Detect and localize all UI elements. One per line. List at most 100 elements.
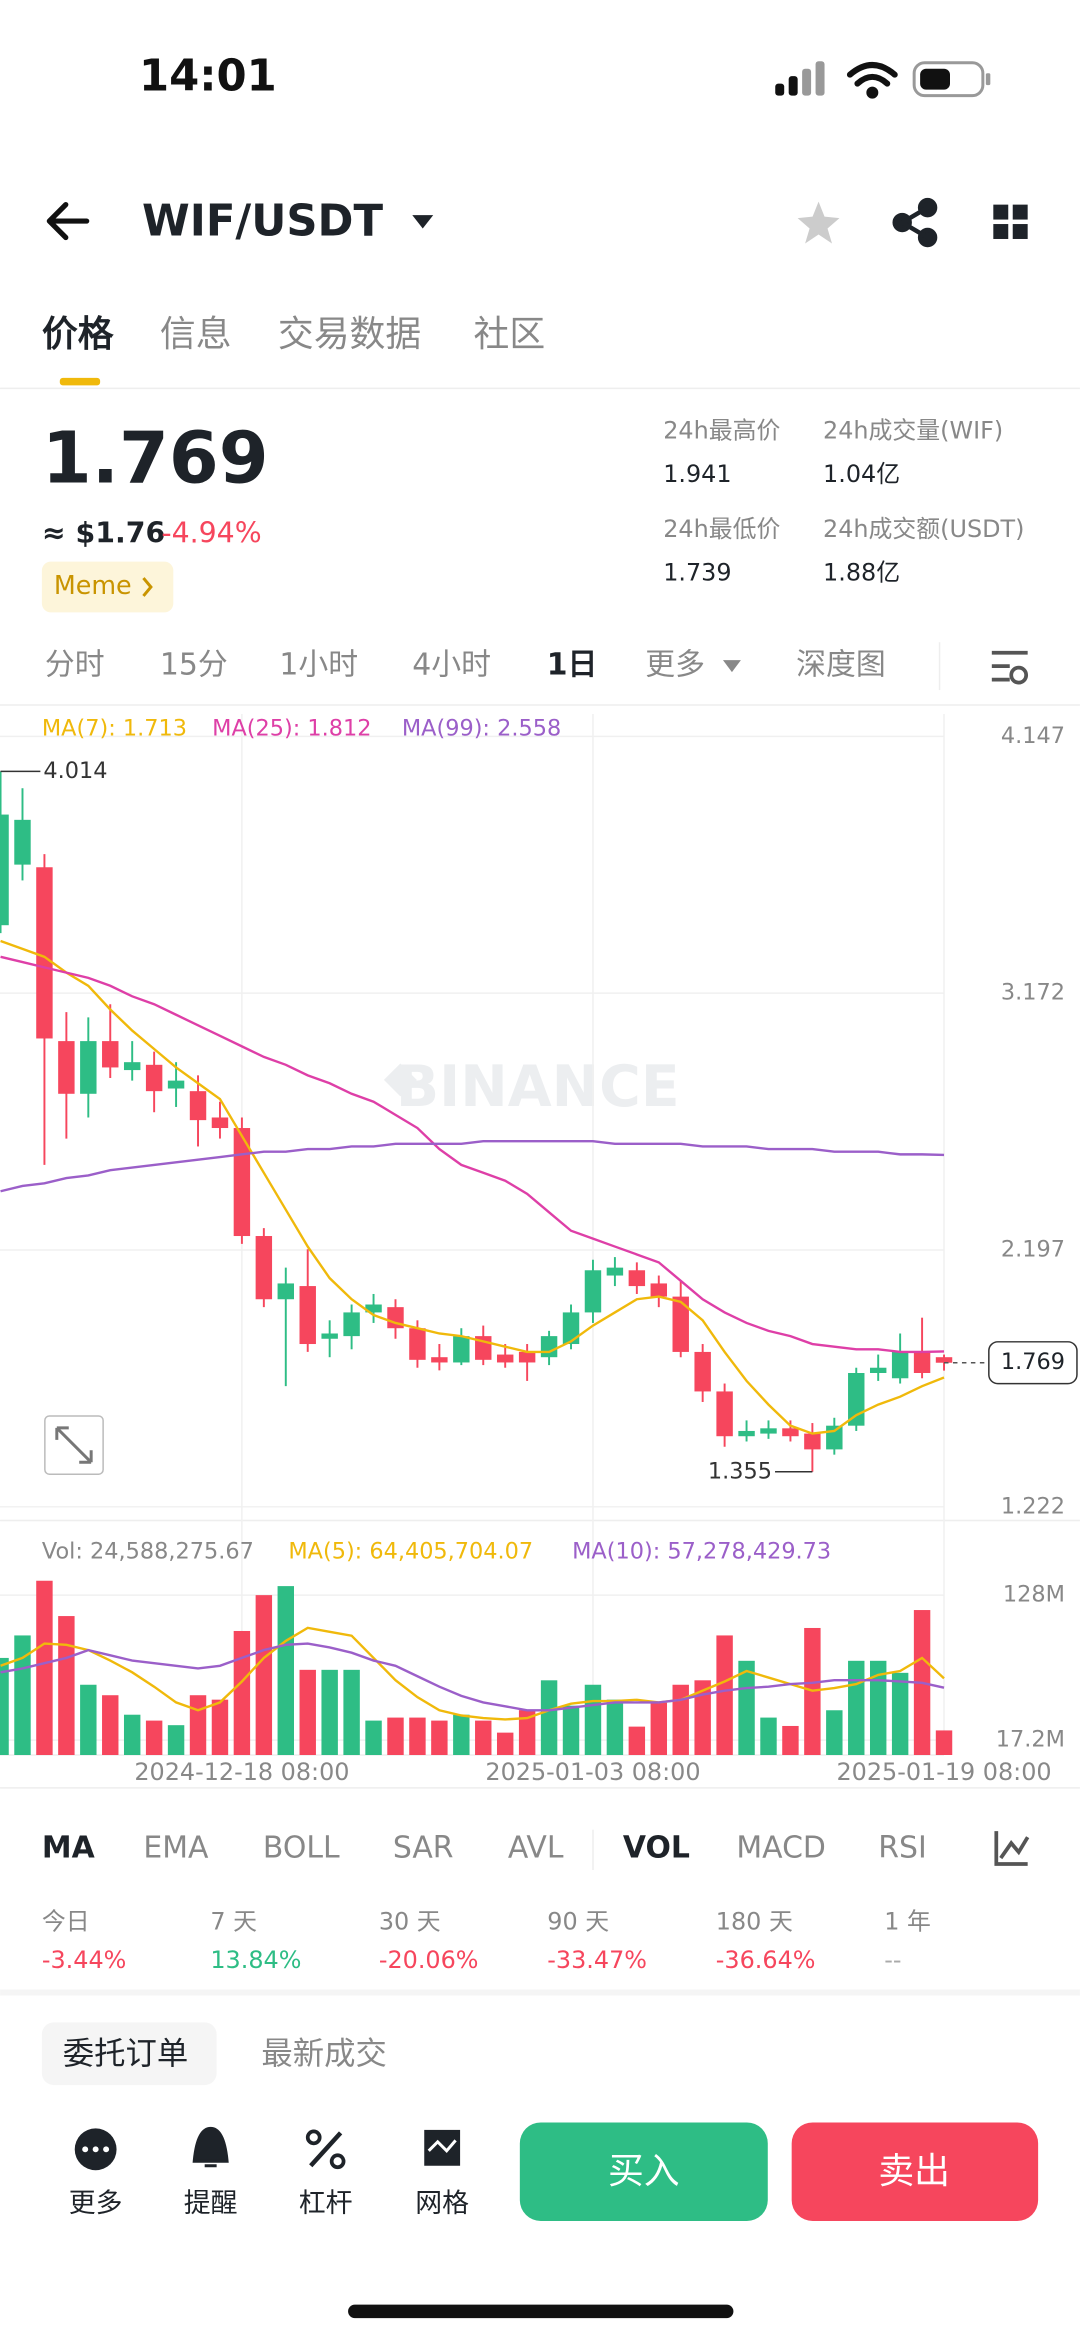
volume-bar [343,1669,360,1756]
ma-line [0,1140,945,1193]
indicator-tab[interactable]: BOLL [263,1831,340,1866]
tool-label[interactable]: 提醒 [184,2188,238,2219]
ma-legend: MA(99): 2.558 [402,715,561,741]
stat-label: 24h成交量(WIF) [823,417,1003,445]
candle-body [935,1357,953,1363]
y-tick-label: 2.197 [1001,1236,1065,1262]
volume-bar [869,1660,887,1756]
candle-body [650,1283,668,1297]
pair-title[interactable]: WIF/USDT [142,197,384,247]
volume-bar [848,1660,865,1756]
low-label: 1.355 [708,1458,772,1484]
volume-bar [365,1720,382,1756]
favorite-button[interactable] [797,201,840,244]
tab[interactable]: 信息 [160,314,232,355]
candle-body [804,1433,821,1450]
tab[interactable]: 交易数据 [278,314,421,355]
stat-value: 1.88亿 [823,559,900,587]
tab[interactable]: 社区 [474,314,546,355]
pair-dropdown[interactable] [412,215,434,229]
buy-label[interactable]: 买入 [608,2151,680,2192]
interval-tab[interactable]: 更多 [645,648,705,683]
clock: 14:01 [139,52,277,102]
indicator-tab[interactable]: MA [42,1831,95,1866]
stat-value: 1.04亿 [823,460,900,488]
period-label: 180 天 [716,1907,793,1935]
sell-label[interactable]: 卖出 [878,2151,950,2192]
volume-bar [102,1695,119,1756]
watermark: BINANCE [396,1054,680,1120]
volume-bar [584,1684,602,1756]
buy-button[interactable] [519,2122,768,2222]
interval-tab[interactable]: 1日 [547,648,598,683]
candle-body [584,1270,602,1313]
volume-bar [672,1684,689,1756]
candle-body [211,1117,229,1129]
share-button[interactable] [892,197,938,248]
candle-body [913,1351,931,1373]
period-change: 13.84% [210,1946,301,1974]
tag-label[interactable]: Meme [54,570,132,600]
indicator-settings-button[interactable] [994,1831,1030,1866]
interval-tab[interactable]: 深度图 [796,648,886,683]
period-change: -3.44% [42,1946,126,1974]
volume-bar [189,1695,207,1756]
candle-body [431,1357,448,1363]
candle-body [255,1236,273,1300]
order-tab[interactable]: 最新成交 [261,2036,386,2072]
y-tick-label: 4.147 [1001,723,1065,749]
volume-bar [716,1635,733,1756]
indicator-tab[interactable]: SAR [393,1831,454,1866]
indicator-tab[interactable]: RSI [878,1831,927,1866]
volume-bar [628,1726,646,1756]
interval-tab[interactable]: 15分 [160,648,228,683]
indicator-tab[interactable]: EMA [143,1831,209,1866]
volume-bar [299,1669,316,1756]
tag-chip[interactable] [41,561,174,613]
layout-button[interactable] [993,204,1028,239]
interval-tab[interactable]: 分时 [45,648,105,683]
volume-bar [167,1725,185,1756]
x-tick-label: 2025-01-03 08:00 [485,1758,700,1786]
tab[interactable]: 价格 [42,314,115,355]
tool-label[interactable]: 更多 [69,2188,123,2219]
volume-bar [826,1710,843,1756]
volume-bar [453,1714,470,1756]
volume-bar [409,1717,426,1756]
indicator-tab[interactable]: AVL [508,1831,564,1866]
candle-body [869,1367,887,1373]
back-button[interactable] [46,202,90,241]
period-label: 90 天 [547,1907,609,1935]
usd-price: ≈ $1.76 [42,517,165,550]
volume-legend: Vol: 24,588,275.67 [42,1538,254,1564]
more-caret [722,660,741,673]
interval-tab[interactable]: 1小时 [279,648,358,683]
order-tab-active[interactable] [41,2022,217,2086]
candle-body [365,1304,382,1313]
volume-bar [321,1669,338,1756]
wifi-icon [846,62,898,99]
sell-button[interactable] [791,2122,1039,2222]
order-tab[interactable]: 委托订单 [63,2036,188,2072]
period-change: -33.47% [547,1946,647,1974]
candle-body [891,1351,909,1379]
volume-bar [891,1672,909,1756]
high-label: 4.014 [43,758,107,784]
candle-body [14,819,31,865]
chart-settings-button[interactable] [991,650,1029,685]
candle-body [540,1336,558,1358]
candle-body [409,1328,426,1360]
last-price-box [988,1341,1078,1385]
volume-bar [935,1730,953,1756]
candle-body [694,1351,711,1392]
indicator-tab[interactable]: MACD [736,1831,826,1866]
stat-value: 1.941 [663,460,731,488]
indicator-tab[interactable]: VOL [623,1831,690,1866]
tool-label[interactable]: 网格 [415,2188,469,2219]
interval-tab[interactable]: 4小时 [412,648,491,683]
expand-button[interactable] [44,1415,104,1475]
last-price: 1.769 [42,416,269,500]
tool-label[interactable]: 杠杆 [299,2188,353,2219]
